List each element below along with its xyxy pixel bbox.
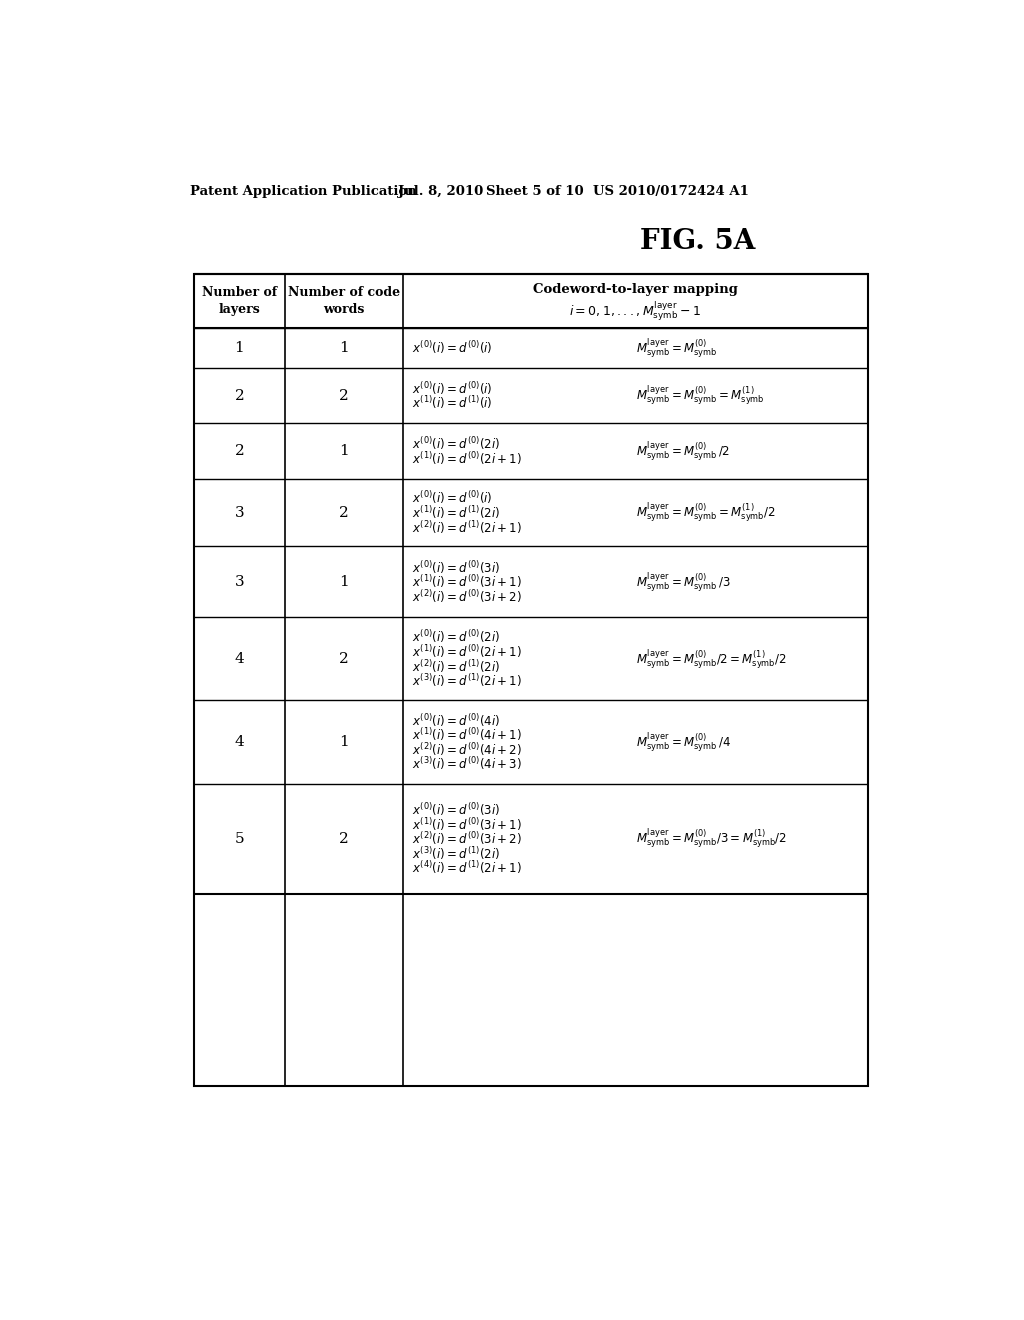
- Text: $x^{(1)}(i) = d^{(1)}(2i)$: $x^{(1)}(i) = d^{(1)}(2i)$: [413, 504, 501, 521]
- Text: $x^{(0)}(i) = d^{(0)}(4i)$: $x^{(0)}(i) = d^{(0)}(4i)$: [413, 711, 501, 729]
- Text: 2: 2: [339, 388, 349, 403]
- Text: $x^{(0)}(i) = d^{(0)}(2i)$: $x^{(0)}(i) = d^{(0)}(2i)$: [413, 628, 501, 645]
- Text: $x^{(1)}(i) = d^{(0)}(2i+1)$: $x^{(1)}(i) = d^{(0)}(2i+1)$: [413, 450, 522, 467]
- Text: $x^{(4)}(i) = d^{(1)}(2i+1)$: $x^{(4)}(i) = d^{(1)}(2i+1)$: [413, 859, 522, 876]
- Text: $x^{(0)}(i) = d^{(0)}(i)$: $x^{(0)}(i) = d^{(0)}(i)$: [413, 380, 493, 397]
- Text: Sheet 5 of 10: Sheet 5 of 10: [486, 185, 584, 198]
- Text: $M^{\mathrm{layer}}_{\mathrm{symb}} = M^{(0)}_{\mathrm{symb}}\,/4$: $M^{\mathrm{layer}}_{\mathrm{symb}} = M^…: [636, 730, 730, 754]
- Text: $M^{\mathrm{layer}}_{\mathrm{symb}} = M^{(0)}_{\mathrm{symb}} = M^{(1)}_{\mathrm: $M^{\mathrm{layer}}_{\mathrm{symb}} = M^…: [636, 500, 775, 524]
- Text: $i = 0,1,...,M^{\mathrm{layer}}_{\mathrm{symb}}-1$: $i = 0,1,...,M^{\mathrm{layer}}_{\mathrm…: [569, 300, 701, 322]
- Text: $x^{(2)}(i) = d^{(0)}(3i+2)$: $x^{(2)}(i) = d^{(0)}(3i+2)$: [413, 589, 522, 605]
- Text: $x^{(0)}(i) = d^{(0)}(i)$: $x^{(0)}(i) = d^{(0)}(i)$: [413, 339, 493, 356]
- Text: 2: 2: [234, 444, 245, 458]
- Text: 4: 4: [234, 735, 245, 748]
- Text: $x^{(2)}(i) = d^{(0)}(3i+2)$: $x^{(2)}(i) = d^{(0)}(3i+2)$: [413, 830, 522, 847]
- Text: $M^{\mathrm{layer}}_{\mathrm{symb}} = M^{(0)}_{\mathrm{symb}}/3 = M^{(1)}_{\math: $M^{\mathrm{layer}}_{\mathrm{symb}} = M^…: [636, 826, 786, 850]
- Text: 1: 1: [339, 735, 349, 748]
- Text: $x^{(2)}(i) = d^{(1)}(2i)$: $x^{(2)}(i) = d^{(1)}(2i)$: [413, 657, 501, 675]
- Bar: [194, 275, 868, 1086]
- Text: 2: 2: [339, 832, 349, 846]
- Text: $x^{(1)}(i) = d^{(0)}(3i+1)$: $x^{(1)}(i) = d^{(0)}(3i+1)$: [413, 573, 522, 590]
- Text: $x^{(1)}(i) = d^{(0)}(4i+1)$: $x^{(1)}(i) = d^{(0)}(4i+1)$: [413, 726, 522, 743]
- Text: $x^{(3)}(i) = d^{(1)}(2i)$: $x^{(3)}(i) = d^{(1)}(2i)$: [413, 845, 501, 862]
- Text: $x^{(0)}(i) = d^{(0)}(2i)$: $x^{(0)}(i) = d^{(0)}(2i)$: [413, 436, 501, 453]
- Text: $x^{(0)}(i) = d^{(0)}(3i)$: $x^{(0)}(i) = d^{(0)}(3i)$: [413, 801, 501, 818]
- Text: $x^{(2)}(i) = d^{(0)}(4i+2)$: $x^{(2)}(i) = d^{(0)}(4i+2)$: [413, 741, 522, 758]
- Text: $x^{(0)}(i) = d^{(0)}(3i)$: $x^{(0)}(i) = d^{(0)}(3i)$: [413, 558, 501, 576]
- Text: 1: 1: [339, 341, 349, 355]
- Text: $x^{(3)}(i) = d^{(0)}(4i+3)$: $x^{(3)}(i) = d^{(0)}(4i+3)$: [413, 755, 522, 772]
- Text: $x^{(3)}(i) = d^{(1)}(2i+1)$: $x^{(3)}(i) = d^{(1)}(2i+1)$: [413, 672, 522, 689]
- Text: 2: 2: [234, 388, 245, 403]
- Text: 2: 2: [339, 652, 349, 665]
- Text: 2: 2: [339, 506, 349, 520]
- Text: Number of
layers: Number of layers: [202, 286, 276, 315]
- Text: 3: 3: [234, 576, 244, 589]
- Text: $x^{(1)}(i) = d^{(1)}(i)$: $x^{(1)}(i) = d^{(1)}(i)$: [413, 395, 493, 412]
- Text: $x^{(1)}(i) = d^{(0)}(2i+1)$: $x^{(1)}(i) = d^{(0)}(2i+1)$: [413, 643, 522, 660]
- Text: Jul. 8, 2010: Jul. 8, 2010: [397, 185, 483, 198]
- Text: US 2010/0172424 A1: US 2010/0172424 A1: [593, 185, 749, 198]
- Text: 1: 1: [234, 341, 245, 355]
- Text: $M^{\mathrm{layer}}_{\mathrm{symb}} = M^{(0)}_{\mathrm{symb}}/2 = M^{(1)}_{\math: $M^{\mathrm{layer}}_{\mathrm{symb}} = M^…: [636, 647, 786, 671]
- Text: $M^{\mathrm{layer}}_{\mathrm{symb}} = M^{(0)}_{\mathrm{symb}}\,/3$: $M^{\mathrm{layer}}_{\mathrm{symb}} = M^…: [636, 570, 730, 594]
- Text: Number of code
words: Number of code words: [288, 286, 400, 315]
- Text: 5: 5: [234, 832, 244, 846]
- Text: $M^{\mathrm{layer}}_{\mathrm{symb}} = M^{(0)}_{\mathrm{symb}}$: $M^{\mathrm{layer}}_{\mathrm{symb}} = M^…: [636, 337, 717, 359]
- Text: 1: 1: [339, 576, 349, 589]
- Text: 1: 1: [339, 444, 349, 458]
- Text: 3: 3: [234, 506, 244, 520]
- Text: Patent Application Publication: Patent Application Publication: [190, 185, 417, 198]
- Text: $x^{(1)}(i) = d^{(0)}(3i+1)$: $x^{(1)}(i) = d^{(0)}(3i+1)$: [413, 816, 522, 833]
- Text: $x^{(0)}(i) = d^{(0)}(i)$: $x^{(0)}(i) = d^{(0)}(i)$: [413, 490, 493, 507]
- Text: $M^{\mathrm{layer}}_{\mathrm{symb}} = M^{(0)}_{\mathrm{symb}}\,/2$: $M^{\mathrm{layer}}_{\mathrm{symb}} = M^…: [636, 440, 729, 463]
- Text: $M^{\mathrm{layer}}_{\mathrm{symb}} = M^{(0)}_{\mathrm{symb}} = M^{(1)}_{\mathrm: $M^{\mathrm{layer}}_{\mathrm{symb}} = M^…: [636, 384, 764, 408]
- Text: 4: 4: [234, 652, 245, 665]
- Text: Codeword-to-layer mapping: Codeword-to-layer mapping: [534, 282, 738, 296]
- Text: FIG. 5A: FIG. 5A: [640, 227, 755, 255]
- Text: $x^{(2)}(i) = d^{(1)}(2i+1)$: $x^{(2)}(i) = d^{(1)}(2i+1)$: [413, 519, 522, 536]
